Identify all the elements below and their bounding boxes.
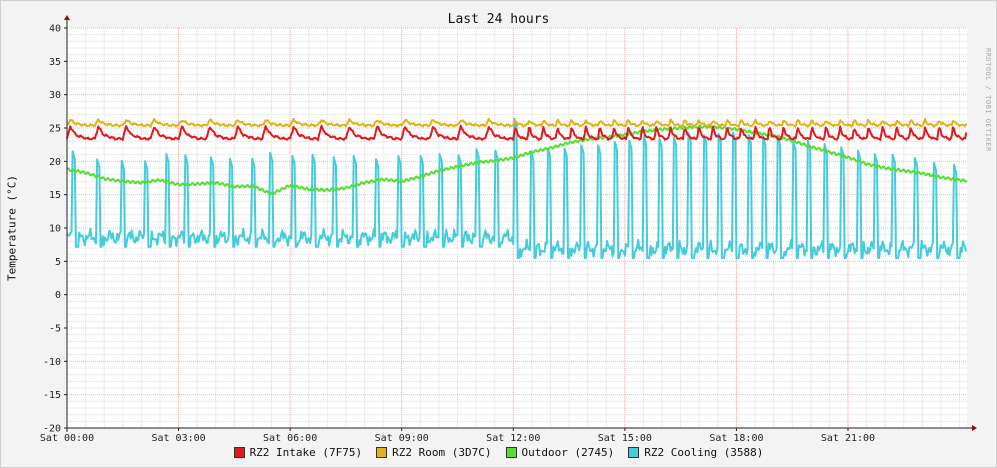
y-tick-label: 0 xyxy=(55,290,61,301)
series-line-cooling xyxy=(66,117,968,259)
x-tick-label: Sat 21:00 xyxy=(821,433,875,444)
legend-swatch-outdoor xyxy=(505,447,517,458)
legend-label-intake: RZ2 Intake (7F75) xyxy=(249,446,363,459)
x-tick-label: Sat 06:00 xyxy=(263,433,317,444)
legend-item-room: RZ2 Room (3D7C) xyxy=(376,446,492,459)
legend-label-cooling: RZ2 Cooling (3588) xyxy=(644,446,764,459)
x-tick-label: Sat 09:00 xyxy=(375,433,429,444)
legend-label-room: RZ2 Room (3D7C) xyxy=(392,446,492,459)
legend: RZ2 Intake (7F75) RZ2 Room (3D7C) Outdoo… xyxy=(0,446,997,459)
legend-swatch-cooling xyxy=(628,447,640,458)
x-tick-label: Sat 12:00 xyxy=(486,433,540,444)
legend-item-intake: RZ2 Intake (7F75) xyxy=(233,446,363,459)
series-line-room xyxy=(66,117,968,128)
legend-item-cooling: RZ2 Cooling (3588) xyxy=(628,446,763,459)
series-line-outdoor xyxy=(66,124,968,196)
y-tick-label: 40 xyxy=(49,24,61,35)
y-tick-label: 30 xyxy=(49,90,61,101)
chart-title: Last 24 hours xyxy=(447,12,550,27)
y-tick-label: -10 xyxy=(43,357,61,368)
x-axis-arrow xyxy=(972,425,977,431)
series-layer xyxy=(66,117,968,259)
y-axis-arrow xyxy=(64,15,70,20)
y-tick-label: 20 xyxy=(49,157,61,168)
x-tick-label: Sat 00:00 xyxy=(40,433,94,444)
legend-label-outdoor: Outdoor (2745) xyxy=(521,446,615,459)
y-tick-label: 25 xyxy=(49,124,61,135)
legend-item-outdoor: Outdoor (2745) xyxy=(505,446,615,459)
watermark: RRDTOOL / TOBI OETIKER xyxy=(984,48,992,152)
y-tick-label: 15 xyxy=(49,190,61,201)
y-tick-label: -5 xyxy=(49,324,61,335)
x-tick-label: Sat 03:00 xyxy=(151,433,205,444)
y-tick-label: 10 xyxy=(49,224,61,235)
legend-swatch-intake xyxy=(233,447,245,458)
y-tick-label: -15 xyxy=(43,390,61,401)
y-tick-label: 5 xyxy=(55,257,61,268)
axes xyxy=(64,15,977,432)
series-line-intake xyxy=(66,124,968,141)
x-tick-label: Sat 15:00 xyxy=(598,433,652,444)
y-tick-label: 35 xyxy=(49,57,61,68)
legend-swatch-room xyxy=(376,447,388,458)
x-tick-label: Sat 18:00 xyxy=(709,433,763,444)
y-tick-label: -20 xyxy=(43,424,61,435)
